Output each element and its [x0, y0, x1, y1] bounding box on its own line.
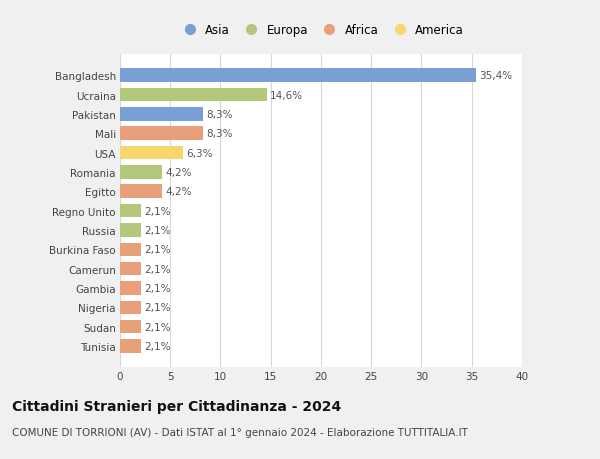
Bar: [120, 127, 203, 141]
Bar: [120, 204, 141, 218]
Bar: [120, 146, 184, 160]
Legend: Asia, Europa, Africa, America: Asia, Europa, Africa, America: [175, 20, 467, 40]
Text: 8,3%: 8,3%: [206, 129, 233, 139]
Text: 4,2%: 4,2%: [165, 168, 192, 178]
Text: 35,4%: 35,4%: [479, 71, 512, 81]
Text: 2,1%: 2,1%: [144, 245, 170, 255]
Bar: [120, 262, 141, 276]
Text: 2,1%: 2,1%: [144, 264, 170, 274]
Text: 8,3%: 8,3%: [206, 110, 233, 120]
Text: 2,1%: 2,1%: [144, 302, 170, 313]
Text: 2,1%: 2,1%: [144, 322, 170, 332]
Bar: [120, 243, 141, 257]
Text: 2,1%: 2,1%: [144, 341, 170, 351]
Bar: [120, 69, 476, 83]
Text: 14,6%: 14,6%: [270, 90, 303, 101]
Bar: [120, 89, 267, 102]
Text: 6,3%: 6,3%: [187, 148, 213, 158]
Bar: [120, 320, 141, 334]
Text: 2,1%: 2,1%: [144, 283, 170, 293]
Text: 2,1%: 2,1%: [144, 206, 170, 216]
Bar: [120, 281, 141, 295]
Text: COMUNE DI TORRIONI (AV) - Dati ISTAT al 1° gennaio 2024 - Elaborazione TUTTITALI: COMUNE DI TORRIONI (AV) - Dati ISTAT al …: [12, 427, 468, 437]
Bar: [120, 166, 162, 179]
Text: Cittadini Stranieri per Cittadinanza - 2024: Cittadini Stranieri per Cittadinanza - 2…: [12, 399, 341, 413]
Bar: [120, 301, 141, 314]
Bar: [120, 224, 141, 237]
Bar: [120, 108, 203, 121]
Text: 4,2%: 4,2%: [165, 187, 192, 197]
Text: 2,1%: 2,1%: [144, 225, 170, 235]
Bar: [120, 185, 162, 199]
Bar: [120, 340, 141, 353]
